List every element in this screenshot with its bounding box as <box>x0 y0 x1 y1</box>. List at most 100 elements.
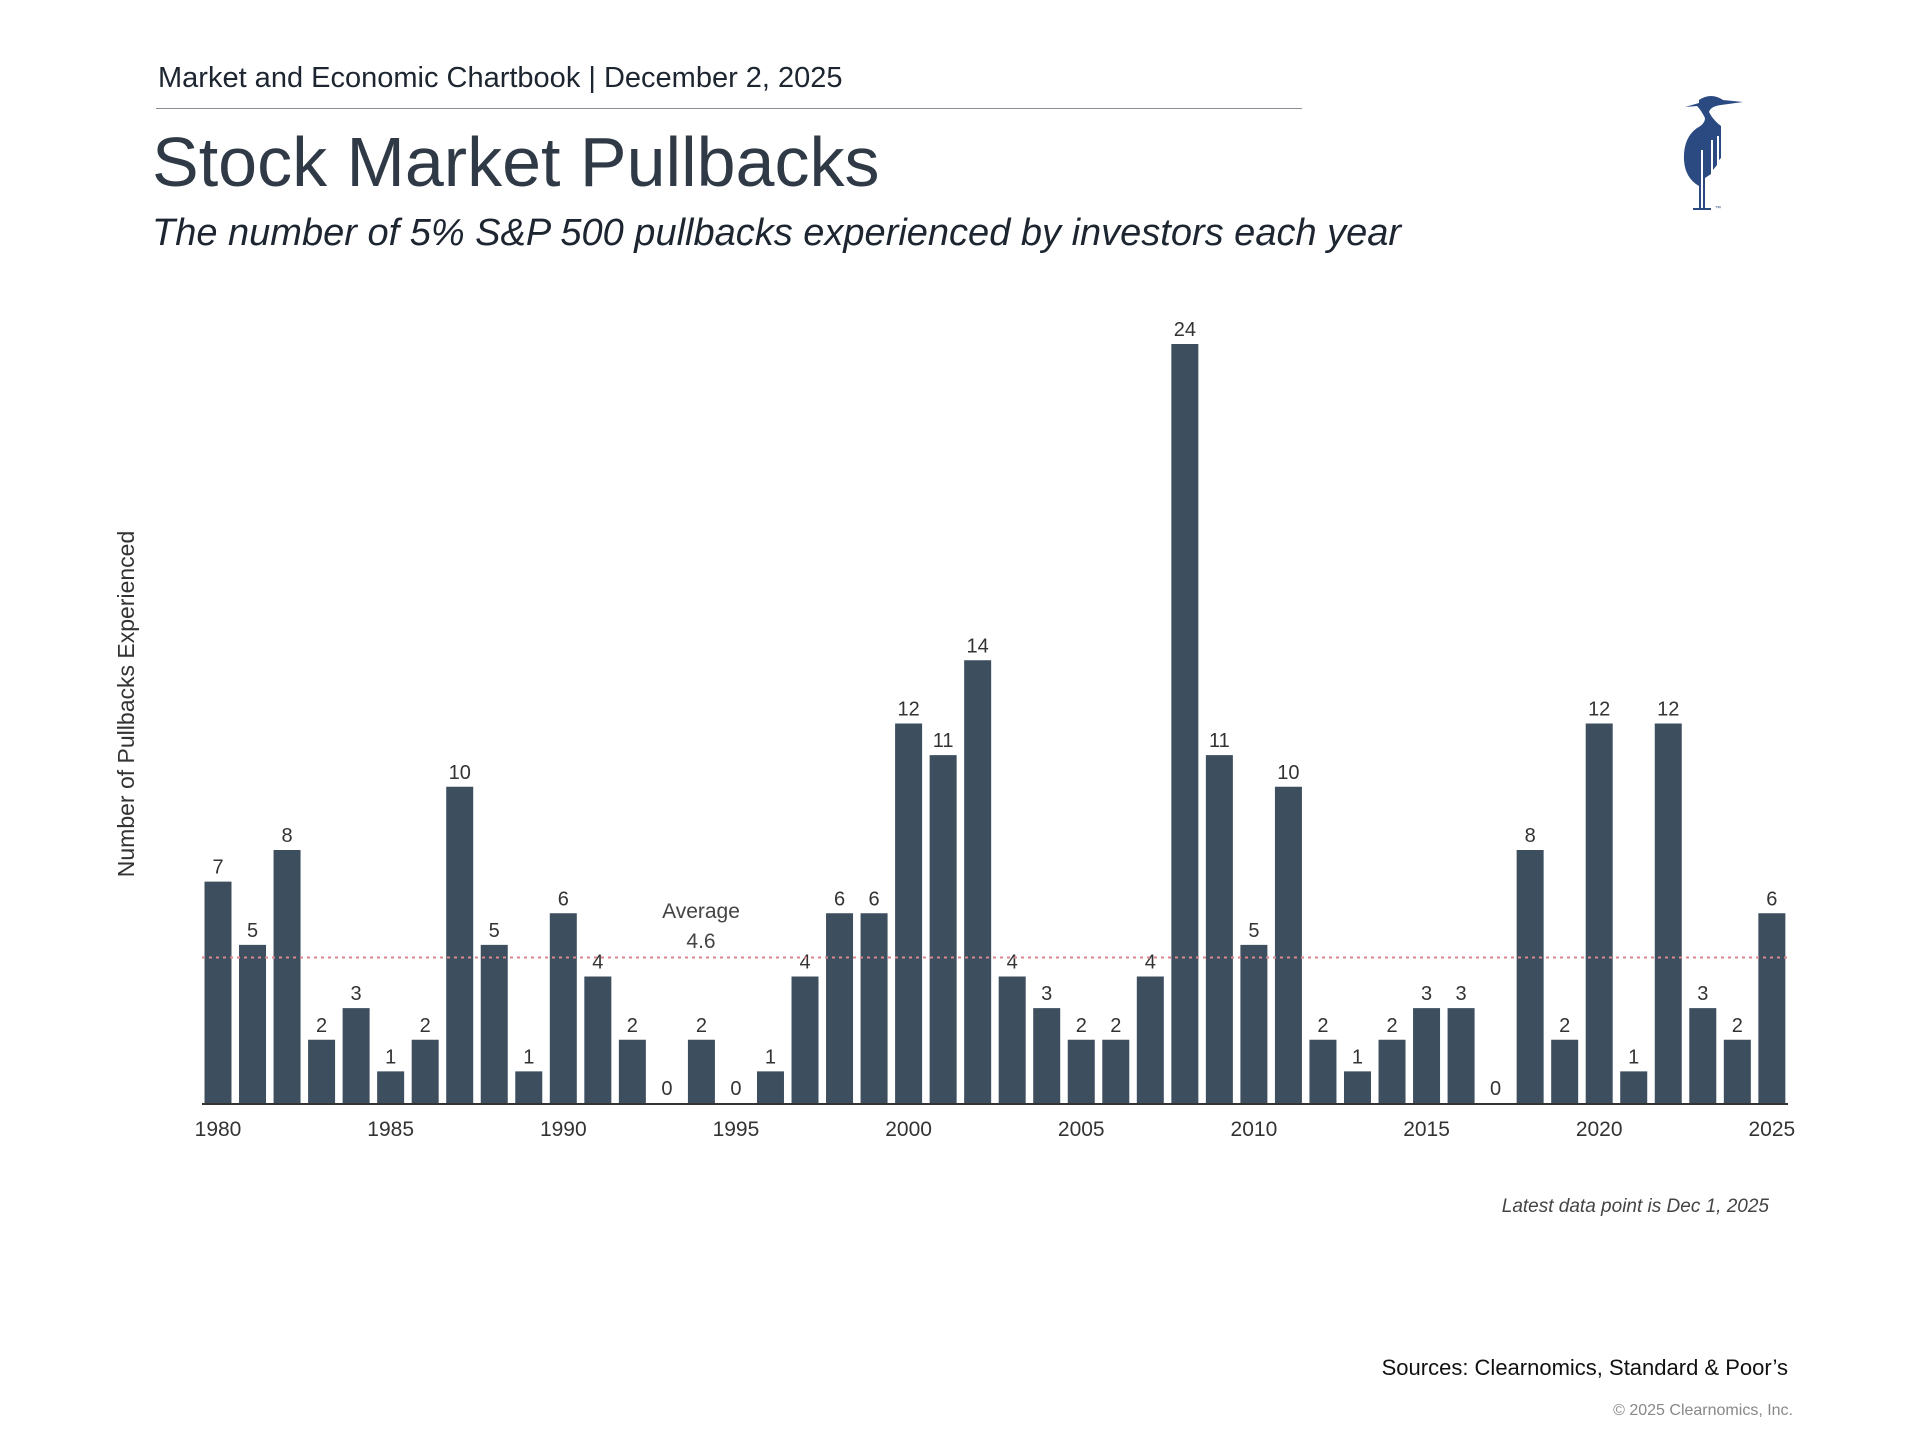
bar-value-label-1997: 4 <box>799 952 810 974</box>
bar-value-label-2002: 14 <box>967 635 989 657</box>
bar-value-label-2020: 12 <box>1588 699 1610 721</box>
bar-2009 <box>1205 755 1233 1103</box>
bar-value-label-2025: 6 <box>1766 888 1777 910</box>
bar-1981 <box>239 944 267 1103</box>
bar-value-label-2001: 11 <box>933 730 954 752</box>
bar-1992 <box>618 1039 646 1103</box>
bar-value-label-1983: 2 <box>316 1015 327 1037</box>
bar-1986 <box>411 1039 439 1103</box>
bar-2003 <box>998 976 1026 1103</box>
bar-value-label-2005: 2 <box>1076 1015 1087 1037</box>
x-tick-label-2010: 2010 <box>1231 1118 1278 1141</box>
bar-value-label-1988: 5 <box>489 920 500 942</box>
bar-2021 <box>1620 1071 1648 1103</box>
x-tick-label-2025: 2025 <box>1748 1118 1795 1141</box>
bar-value-label-2006: 2 <box>1110 1015 1121 1037</box>
bar-2008 <box>1171 344 1199 1103</box>
bar-1980 <box>204 881 232 1103</box>
average-value-label: 4.6 <box>686 930 715 953</box>
bar-value-label-1985: 1 <box>385 1046 396 1068</box>
bar-value-label-2007: 4 <box>1145 952 1156 974</box>
bar-2022 <box>1654 723 1682 1103</box>
bar-1987 <box>446 786 474 1103</box>
bar-value-label-1995: 0 <box>730 1078 741 1100</box>
bar-value-label-1994: 2 <box>696 1015 707 1037</box>
latest-data-note: Latest data point is Dec 1, 2025 <box>1501 1196 1769 1217</box>
bar-1982 <box>273 850 301 1103</box>
bar-1996 <box>756 1071 784 1103</box>
bar-1990 <box>549 913 577 1103</box>
pullbacks-bar-chart: Number of Pullbacks Experienced 75823121… <box>113 319 1795 1141</box>
bar-2011 <box>1274 786 1302 1103</box>
bar-2015 <box>1413 1008 1441 1103</box>
bar-2006 <box>1102 1039 1130 1103</box>
bar-value-label-1996: 1 <box>765 1046 776 1068</box>
bar-1999 <box>860 913 888 1103</box>
bar-value-label-2016: 3 <box>1456 983 1467 1005</box>
bar-value-label-2003: 4 <box>1007 952 1018 974</box>
bar-value-label-1982: 8 <box>281 825 292 847</box>
bar-value-label-1999: 6 <box>869 888 880 910</box>
bar-value-label-2015: 3 <box>1421 983 1432 1005</box>
x-tick-label-1990: 1990 <box>540 1118 587 1141</box>
heron-logo-icon: ™ <box>1683 96 1743 212</box>
copyright-text: © 2025 Clearnomics, Inc. <box>1613 1402 1793 1419</box>
bar-value-label-1981: 5 <box>247 920 258 942</box>
bar-2002 <box>964 660 992 1103</box>
bar-value-label-1991: 4 <box>592 952 603 974</box>
bar-value-label-2014: 2 <box>1386 1015 1397 1037</box>
bar-value-label-2008: 24 <box>1174 319 1196 341</box>
bar-value-label-1992: 2 <box>627 1015 638 1037</box>
bar-1997 <box>791 976 819 1103</box>
average-label: Average <box>662 900 740 923</box>
bar-1984 <box>342 1008 370 1103</box>
x-tick-label-2015: 2015 <box>1403 1118 1450 1141</box>
logo-trademark: ™ <box>1715 205 1721 212</box>
bar-2020 <box>1585 723 1613 1103</box>
bar-2010 <box>1240 944 1268 1103</box>
bar-2016 <box>1447 1008 1475 1103</box>
bar-1985 <box>377 1071 405 1103</box>
bar-value-label-1990: 6 <box>558 888 569 910</box>
bar-2025 <box>1758 913 1786 1103</box>
bar-2014 <box>1378 1039 1406 1103</box>
x-tick-label-2000: 2000 <box>885 1118 932 1141</box>
bar-value-label-2004: 3 <box>1041 983 1052 1005</box>
bar-2005 <box>1067 1039 1095 1103</box>
bar-2000 <box>895 723 923 1103</box>
bar-value-label-2022: 12 <box>1657 699 1679 721</box>
bar-2023 <box>1689 1008 1717 1103</box>
bar-value-label-2010: 5 <box>1248 920 1259 942</box>
x-tick-label-2005: 2005 <box>1058 1118 1105 1141</box>
bar-value-label-2009: 11 <box>1209 730 1230 752</box>
bar-1989 <box>515 1071 543 1103</box>
bar-value-label-2012: 2 <box>1317 1015 1328 1037</box>
bar-value-label-2021: 1 <box>1628 1046 1639 1068</box>
bar-1994 <box>687 1039 715 1103</box>
bar-value-label-2018: 8 <box>1525 825 1536 847</box>
bar-2001 <box>929 755 957 1103</box>
bar-value-label-2011: 10 <box>1277 762 1299 784</box>
bar-2004 <box>1033 1008 1061 1103</box>
bar-value-label-1989: 1 <box>523 1046 534 1068</box>
bar-2013 <box>1343 1071 1371 1103</box>
bar-2018 <box>1516 850 1544 1103</box>
x-tick-label-1995: 1995 <box>713 1118 760 1141</box>
y-axis-label: Number of Pullbacks Experienced <box>113 531 139 877</box>
bar-value-label-1993: 0 <box>661 1078 672 1100</box>
bar-2019 <box>1551 1039 1579 1103</box>
bar-2024 <box>1723 1039 1751 1103</box>
bar-value-label-1998: 6 <box>834 888 845 910</box>
page-title: Stock Market Pullbacks <box>152 123 880 201</box>
bar-value-label-2000: 12 <box>897 699 919 721</box>
x-tick-label-1985: 1985 <box>367 1118 414 1141</box>
bar-value-label-2019: 2 <box>1559 1015 1570 1037</box>
bar-2007 <box>1136 976 1164 1103</box>
sources-text: Sources: Clearnomics, Standard & Poor’s <box>1381 1355 1788 1380</box>
x-tick-label-2020: 2020 <box>1576 1118 1623 1141</box>
bar-value-label-1987: 10 <box>449 762 471 784</box>
bar-1988 <box>480 944 508 1103</box>
bar-value-label-1984: 3 <box>351 983 362 1005</box>
chartbook-header: Market and Economic Chartbook | December… <box>158 62 843 94</box>
bar-value-label-2024: 2 <box>1732 1015 1743 1037</box>
